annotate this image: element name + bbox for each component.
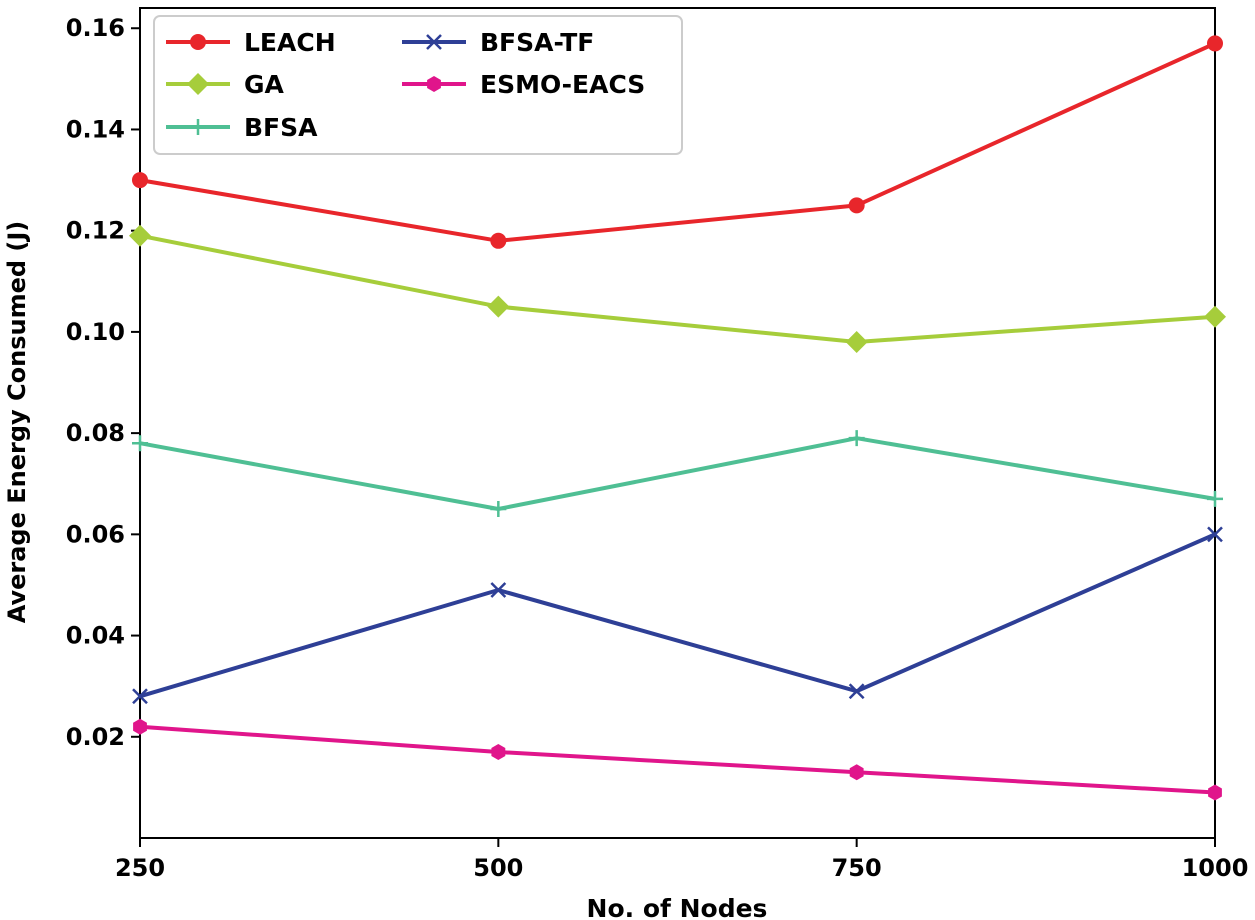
data-point-ga	[1204, 305, 1226, 328]
x-tick-label: 500	[473, 854, 523, 882]
series-bfsa-tf	[132, 526, 1223, 705]
data-point-bfsa	[490, 501, 507, 518]
data-point-leach	[1207, 35, 1223, 52]
y-axis-label: Average Energy Consumed (J)	[3, 221, 31, 624]
data-point-bfsa	[848, 430, 865, 447]
data-point-esmo-eacs	[491, 744, 506, 760]
data-point-leach	[848, 197, 865, 214]
x-tick-label: 1000	[1182, 854, 1249, 882]
legend-label-leach: LEACH	[244, 28, 336, 57]
plot-frame	[139, 7, 1216, 839]
axes: 250 500 750 1000 0.02 0.04 0.06 0.08 0.10 0.12 0.1…	[66, 7, 1249, 882]
data-point-leach	[490, 232, 507, 249]
series-leach	[132, 35, 1223, 249]
series-layer	[129, 35, 1226, 801]
series-line-esmo-eacs	[139, 724, 1216, 795]
series-line-leach	[139, 41, 1216, 243]
legend-item-bfsa-tf: BFSA-TF	[402, 28, 594, 57]
legend-item-bfsa: BFSA	[166, 113, 318, 142]
series-bfsa	[132, 430, 1223, 518]
legend-marker-bfsa-tf	[426, 34, 442, 50]
data-point-esmo-eacs	[1208, 784, 1222, 801]
y-tick-label: 0.14	[66, 115, 125, 143]
y-tick-label: 0.02	[66, 723, 125, 751]
legend-marker-esmo-eacs	[427, 76, 441, 92]
legend-label-bfsa: BFSA	[244, 113, 318, 142]
x-axis-label: No. of Nodes	[587, 894, 768, 920]
data-point-ga	[845, 331, 868, 354]
series-line-bfsa-tf	[139, 532, 1216, 699]
y-tick-label: 0.04	[66, 622, 125, 650]
series-line-bfsa	[139, 436, 1216, 511]
series-ga	[129, 224, 1226, 354]
legend-label-ga: GA	[244, 70, 285, 99]
legend-item-leach: LEACH	[166, 28, 336, 57]
y-tick-label: 0.06	[66, 520, 125, 548]
y-tick-label: 0.08	[66, 419, 125, 447]
legend-marker-ga	[187, 73, 209, 95]
y-tick-label: 0.12	[66, 217, 125, 245]
legend: LEACH GA BFSA BFSA-TF ESMO-EACS	[153, 15, 683, 155]
series-line-ga	[139, 233, 1216, 344]
data-point-esmo-eacs	[133, 718, 147, 735]
data-point-esmo-eacs	[849, 764, 864, 781]
legend-marker-leach	[190, 34, 206, 50]
series-esmo-eacs	[133, 718, 1222, 801]
data-point-ga	[129, 224, 151, 247]
legend-marker-bfsa	[190, 119, 206, 135]
legend-label-bfsa-tf: BFSA-TF	[480, 28, 594, 57]
data-point-leach	[132, 172, 148, 189]
data-point-bfsa-tf	[132, 688, 148, 705]
data-point-bfsa-tf	[1207, 526, 1223, 543]
legend-item-ga: GA	[166, 70, 285, 99]
data-point-bfsa	[132, 435, 148, 452]
legend-label-esmo-eacs: ESMO-EACS	[480, 70, 645, 99]
x-tick-label: 750	[832, 854, 882, 882]
x-tick-label: 250	[115, 854, 165, 882]
legend-item-esmo-eacs: ESMO-EACS	[402, 70, 645, 99]
y-tick-label: 0.10	[66, 318, 125, 346]
data-point-ga	[487, 295, 510, 318]
data-point-bfsa-tf	[848, 683, 865, 700]
data-point-bfsa	[1207, 490, 1223, 507]
data-point-bfsa-tf	[490, 582, 507, 598]
y-tick-label: 0.16	[66, 14, 125, 42]
